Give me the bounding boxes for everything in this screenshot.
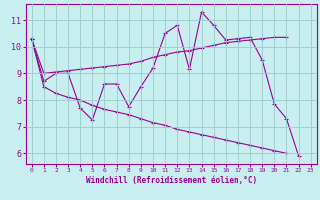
X-axis label: Windchill (Refroidissement éolien,°C): Windchill (Refroidissement éolien,°C) (86, 176, 257, 185)
